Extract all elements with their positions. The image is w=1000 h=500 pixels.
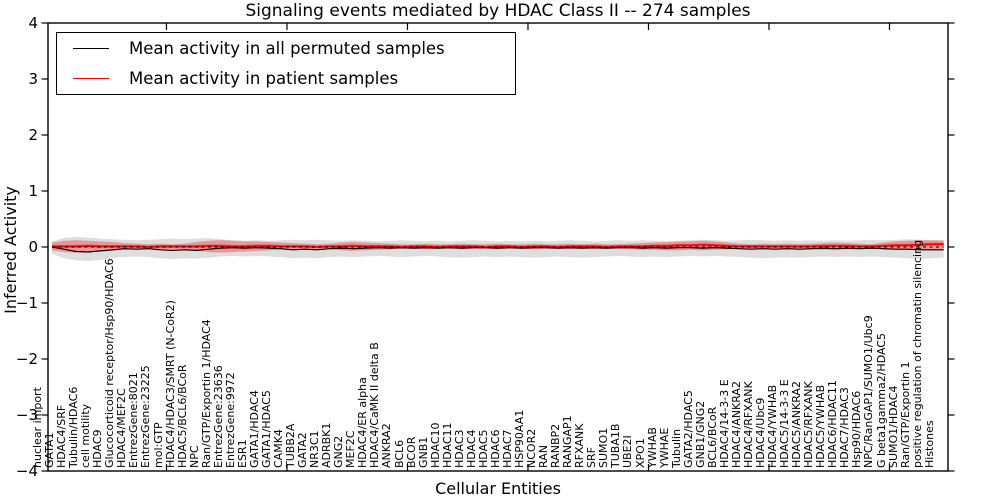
x-category-label: YWHAE xyxy=(657,427,671,468)
x-category-label: HDAC4/HDAC3/SMRT (N-CoR2) xyxy=(163,300,177,468)
x-category-label: GNB1 xyxy=(416,436,430,468)
legend-label-permuted: Mean activity in all permuted samples xyxy=(129,39,445,58)
x-category-label: YWHAB xyxy=(645,427,659,468)
y-tick-label: −3 xyxy=(15,406,38,424)
permuted-band xyxy=(52,236,944,261)
x-category-label: NPC xyxy=(187,445,201,468)
x-category-label: Ran/GTP/Exportin 1 xyxy=(898,361,912,468)
x-category-label: mol:GTP xyxy=(151,422,165,468)
x-category-label: HDAC10 xyxy=(428,422,442,468)
x-category-label: ANKRA2 xyxy=(380,423,394,468)
x-category-label: Ran/GTP/Exportin 1/HDAC4 xyxy=(199,319,213,468)
x-category-label: BCOR xyxy=(404,436,418,468)
x-category-label: positive regulation of chromatin silenci… xyxy=(910,239,924,468)
x-category-label: SUMO1/HDAC4 xyxy=(886,385,900,468)
legend-row-permuted: Mean activity in all permuted samples xyxy=(57,34,515,63)
x-category-label: GNB1/GNG2 xyxy=(693,400,707,468)
legend-row-patient: Mean activity in patient samples xyxy=(57,64,515,93)
y-tick-label: 0 xyxy=(28,238,38,256)
y-tick-label: −2 xyxy=(15,350,38,368)
patient-mean-line xyxy=(52,243,944,248)
x-axis-label: Cellular Entities xyxy=(435,479,561,498)
legend: Mean activity in all permuted samples Me… xyxy=(56,32,516,95)
x-category-label: EntrezGene:23225 xyxy=(139,365,153,468)
x-category-label: UBE2I xyxy=(621,435,635,468)
legend-label-patient: Mean activity in patient samples xyxy=(129,69,399,88)
x-category-label: HDAC5/BCL6/BCoR xyxy=(175,364,189,468)
y-tick-label: 3 xyxy=(28,70,38,88)
y-tick-label: 1 xyxy=(28,182,38,200)
y-tick-label: 2 xyxy=(28,126,38,144)
y-tick-label: −1 xyxy=(15,294,38,312)
x-category-label: BCL6 xyxy=(392,439,406,468)
x-category-label: BCL6/BCoR xyxy=(705,406,719,468)
x-category-label: NPC/RanGAP1/SUMO1/Ubc9 xyxy=(862,315,876,468)
x-category-label: XPO1 xyxy=(633,438,647,468)
y-tick-label: 4 xyxy=(28,14,38,32)
y-tick-label: −4 xyxy=(15,462,38,480)
x-category-label: GATA2/HDAC5 xyxy=(681,390,695,468)
x-category-label: Tubulin xyxy=(669,428,683,468)
x-category-label: EntrezGene:23636 xyxy=(211,365,225,468)
x-category-label: G beta1gamma2/HDAC5 xyxy=(874,333,888,468)
x-category-label: Histones xyxy=(922,420,936,468)
permuted-mean-line xyxy=(51,246,944,253)
chart-title: Signaling events mediated by HDAC Class … xyxy=(245,1,751,21)
x-category-label: HDAC3 xyxy=(452,429,466,468)
x-category-label: EntrezGene:9972 xyxy=(223,372,237,468)
permuted-line-sample xyxy=(73,48,109,49)
patient-line-sample xyxy=(73,78,109,79)
x-category-label: HDAC4 xyxy=(464,429,478,468)
x-category-label: HDAC11 xyxy=(440,422,454,468)
